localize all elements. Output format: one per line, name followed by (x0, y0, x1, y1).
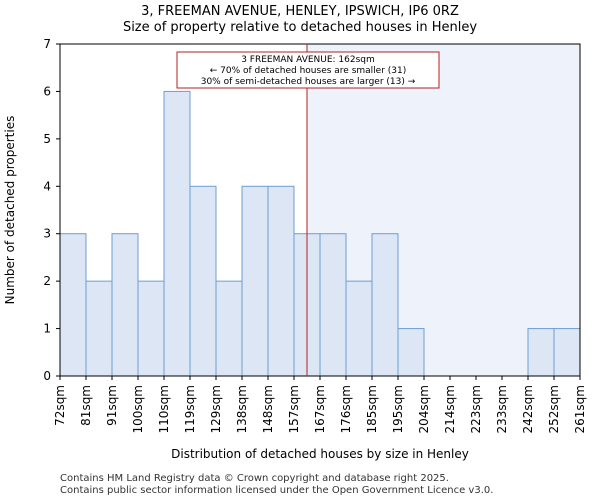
annotation-line-2: ← 70% of detached houses are smaller (31… (210, 66, 407, 76)
annotation-box (176, 51, 440, 89)
y-tick-label: 6 (43, 84, 51, 98)
x-tick-label: 72sqm (53, 385, 67, 426)
bar-138sqm (241, 185, 269, 377)
plot-frame (59, 43, 581, 377)
y-tick-label: 2 (43, 274, 51, 288)
bar-110sqm (163, 90, 191, 377)
y-axis-label: Number of detached properties (3, 116, 17, 305)
x-tick-label: 214sqm (443, 385, 457, 433)
y-tick-label: 1 (43, 322, 51, 336)
x-tick-label: 261sqm (573, 385, 587, 433)
bar-176sqm (345, 280, 373, 377)
x-tick-label: 91sqm (105, 385, 119, 426)
bar-81sqm (85, 280, 113, 377)
bar-242sqm (527, 328, 555, 377)
x-tick-label: 119sqm (183, 385, 197, 433)
bar-91sqm (111, 233, 139, 377)
x-tick-label: 176sqm (339, 385, 353, 433)
bar-148sqm (267, 185, 295, 377)
x-tick-label: 129sqm (209, 385, 223, 433)
annotation-line-3: 30% of semi-detached houses are larger (… (201, 77, 416, 87)
bar-167sqm (319, 233, 347, 377)
bar-195sqm (397, 328, 425, 377)
chart-title: 3, FREEMAN AVENUE, HENLEY, IPSWICH, IP6 … (141, 4, 459, 19)
x-tick-label: 100sqm (131, 385, 145, 433)
y-tick-label: 7 (43, 37, 51, 51)
x-tick-label: 195sqm (391, 385, 405, 433)
x-tick-label: 233sqm (495, 385, 509, 433)
footer-line-1: Contains HM Land Registry data © Crown c… (60, 473, 449, 484)
bar-72sqm (59, 233, 87, 377)
footer-line-2: Contains public sector information licen… (60, 485, 494, 496)
bar-129sqm (215, 280, 243, 377)
y-tick-label: 0 (43, 369, 51, 383)
x-tick-label: 242sqm (521, 385, 535, 433)
bar-185sqm (371, 233, 399, 377)
x-tick-label: 110sqm (157, 385, 171, 433)
x-tick-label: 138sqm (235, 385, 249, 433)
bar-100sqm (137, 280, 165, 377)
x-tick-label: 252sqm (547, 385, 561, 433)
x-tick-label: 81sqm (79, 385, 93, 426)
x-tick-label: 167sqm (313, 385, 327, 433)
x-tick-label: 185sqm (365, 385, 379, 433)
x-tick-label: 148sqm (261, 385, 275, 433)
x-tick-label: 223sqm (469, 385, 483, 433)
bar-252sqm (553, 328, 581, 377)
bar-119sqm (189, 185, 217, 377)
x-tick-label: 204sqm (417, 385, 431, 433)
y-tick-label: 3 (43, 227, 51, 241)
y-tick-label: 5 (43, 132, 51, 146)
x-tick-label: 157sqm (287, 385, 301, 433)
y-tick-label: 4 (43, 179, 51, 193)
x-ticks: 72sqm 81sqm 91sqm 100sqm 110sqm 119sqm 129sqm 1… (53, 376, 587, 433)
y-ticks: 0 1 2 3 4 5 6 7 (43, 37, 60, 383)
chart-subtitle: Size of property relative to detached ho… (122, 20, 478, 35)
annotation-line-1: 3 FREEMAN AVENUE: 162sqm (241, 55, 375, 65)
x-axis-label: Distribution of detached houses by size … (171, 447, 469, 461)
